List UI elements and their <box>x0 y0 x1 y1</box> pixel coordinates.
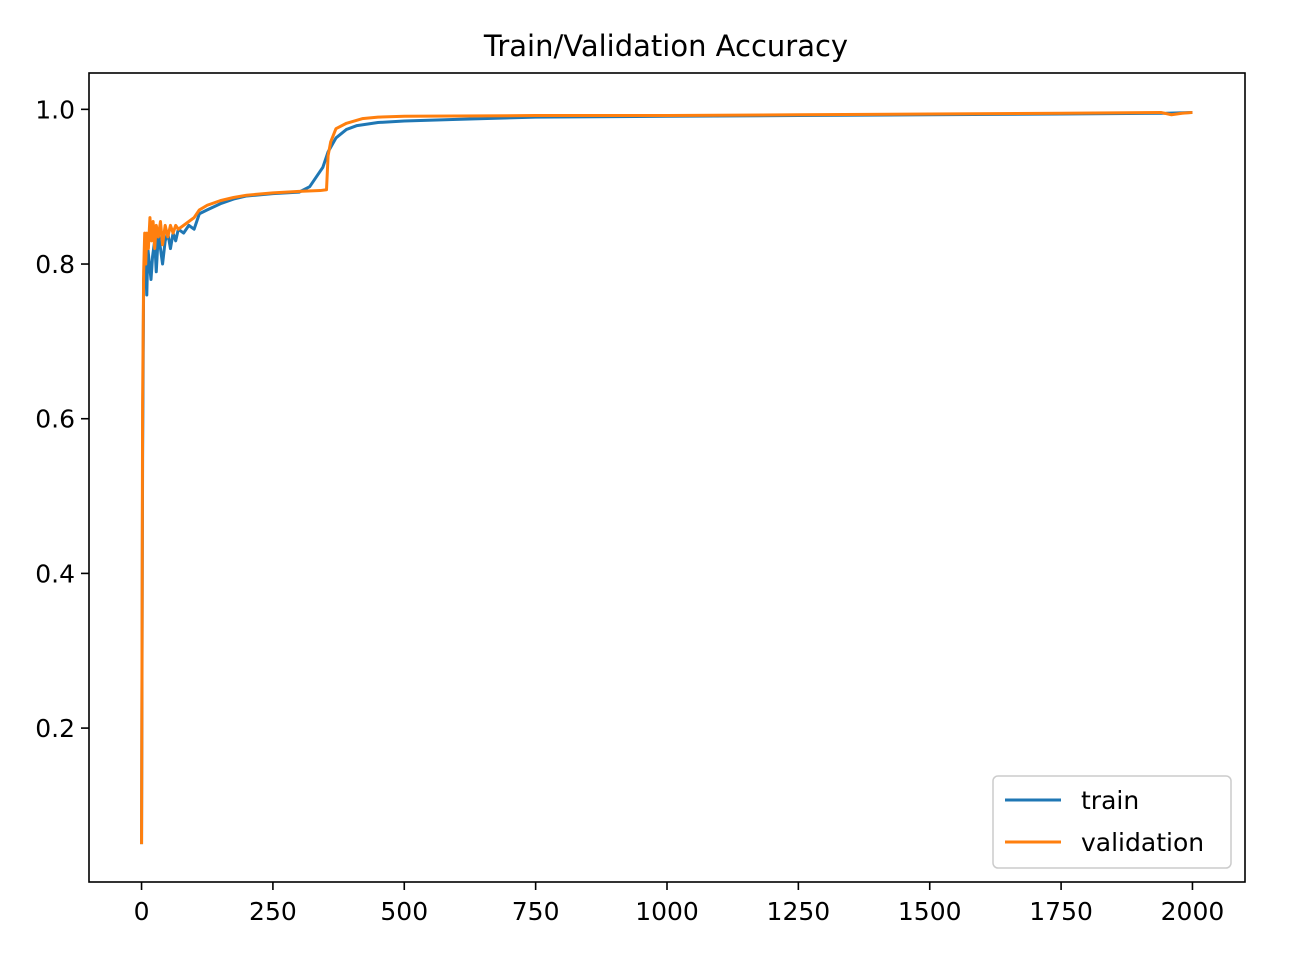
legend-label-validation: validation <box>1081 828 1204 857</box>
series-line-validation <box>140 110 1193 845</box>
chart-title: Train/Validation Accuracy <box>483 29 848 63</box>
x-tick-label: 250 <box>249 897 297 926</box>
x-tick-label: 0 <box>134 897 150 926</box>
legend-label-train: train <box>1081 786 1139 815</box>
x-tick-label: 1500 <box>898 897 962 926</box>
y-tick-label: 0.2 <box>35 714 75 743</box>
plot-area <box>140 110 1193 845</box>
x-tick-label: 1750 <box>1029 897 1093 926</box>
x-tick-label: 2000 <box>1161 897 1225 926</box>
y-tick-label: 0.4 <box>35 559 75 588</box>
y-tick-label: 0.6 <box>35 405 75 434</box>
x-tick-label: 1250 <box>767 897 831 926</box>
x-tick-label: 1000 <box>635 897 699 926</box>
x-tick-label: 500 <box>380 897 428 926</box>
series-line-train <box>140 110 1193 845</box>
legend: train validation <box>992 775 1232 869</box>
y-tick-label: 0.8 <box>35 250 75 279</box>
x-tick-label: 750 <box>512 897 560 926</box>
y-tick-label: 1.0 <box>35 95 75 124</box>
axes: 0 250 500 750 1000 1250 1500 1750 2000 0.2 0.4 0.6 0… <box>35 72 1246 926</box>
